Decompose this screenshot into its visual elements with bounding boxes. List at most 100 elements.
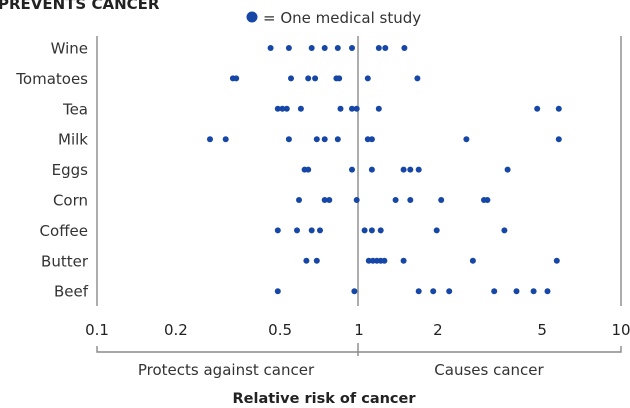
x-tick-label: 10 bbox=[611, 321, 630, 339]
data-point-eggs-4 bbox=[368, 166, 375, 173]
data-point-tea-8 bbox=[375, 105, 382, 112]
data-point-milk-8 bbox=[368, 136, 375, 143]
data-point-eggs-6 bbox=[407, 166, 414, 173]
data-point-tea-10 bbox=[555, 105, 562, 112]
data-point-tea-3 bbox=[283, 105, 290, 112]
data-point-milk-3 bbox=[285, 136, 292, 143]
data-point-coffee-4 bbox=[317, 227, 323, 234]
x-tick-label: 0.2 bbox=[164, 321, 188, 339]
data-point-milk-2 bbox=[222, 136, 229, 143]
data-point-tomatoes-4 bbox=[305, 75, 312, 82]
data-point-milk-1 bbox=[207, 136, 213, 143]
data-point-tea-1 bbox=[274, 105, 281, 112]
data-point-tea-9 bbox=[534, 105, 541, 112]
data-point-corn-9 bbox=[484, 197, 491, 203]
data-point-milk-10 bbox=[555, 136, 562, 143]
data-point-wine-5 bbox=[334, 45, 341, 51]
data-point-corn-7 bbox=[438, 197, 445, 203]
x-tick-label: 1 bbox=[354, 321, 364, 339]
data-point-tomatoes-7 bbox=[336, 75, 343, 82]
data-point-corn-6 bbox=[407, 197, 414, 203]
data-point-tomatoes-5 bbox=[312, 75, 319, 82]
data-point-butter-3 bbox=[365, 257, 372, 264]
region-label-causes: Causes cancer bbox=[434, 361, 544, 379]
data-point-tomatoes-2 bbox=[233, 75, 240, 82]
data-point-corn-2 bbox=[321, 197, 328, 203]
legend-marker bbox=[246, 11, 258, 23]
data-point-wine-4 bbox=[321, 45, 328, 51]
data-point-milk-4 bbox=[313, 136, 320, 143]
data-point-eggs-8 bbox=[504, 166, 511, 173]
data-point-coffee-6 bbox=[368, 227, 375, 234]
data-point-coffee-8 bbox=[433, 227, 440, 234]
data-point-coffee-5 bbox=[361, 227, 368, 234]
data-point-tomatoes-9 bbox=[414, 75, 421, 82]
category-labels: Wine Tomatoes Tea Milk Eggs Corn Coffee Butter B… bbox=[15, 40, 89, 301]
data-point-butter-1 bbox=[303, 257, 310, 264]
legend-label: = One medical study bbox=[263, 9, 421, 27]
x-tick-labels: 0.1 0.2 0.5 1 2 5 10 bbox=[85, 321, 630, 339]
data-point-tea-5 bbox=[337, 105, 344, 112]
x-tick-label: 5 bbox=[537, 321, 547, 339]
data-point-wine-8 bbox=[382, 45, 389, 51]
data-point-eggs-3 bbox=[349, 166, 355, 173]
data-points bbox=[207, 45, 562, 295]
data-point-corn-1 bbox=[296, 197, 302, 203]
data-point-corn-4 bbox=[353, 197, 360, 203]
data-point-tea-4 bbox=[297, 105, 304, 112]
category-label-milk: Milk bbox=[58, 131, 88, 149]
x-tick-label: 0.1 bbox=[85, 321, 109, 339]
data-point-beef-8 bbox=[530, 288, 537, 295]
data-point-eggs-7 bbox=[415, 166, 422, 173]
data-point-beef-6 bbox=[491, 288, 498, 295]
chart-title: PREVENTS CANCER bbox=[0, 0, 160, 13]
x-tick-label: 0.5 bbox=[268, 321, 292, 339]
data-point-milk-6 bbox=[334, 136, 341, 143]
data-point-butter-10 bbox=[553, 257, 560, 264]
data-point-butter-8 bbox=[400, 257, 407, 264]
category-label-corn: Corn bbox=[53, 192, 88, 210]
category-label-tea: Tea bbox=[62, 100, 88, 118]
category-label-butter: Butter bbox=[41, 252, 89, 270]
region-label-protects: Protects against cancer bbox=[138, 361, 315, 379]
x-tick-label: 2 bbox=[433, 321, 443, 339]
data-point-coffee-1 bbox=[274, 227, 281, 234]
category-label-tomatoes: Tomatoes bbox=[15, 70, 88, 88]
data-point-wine-3 bbox=[308, 45, 315, 51]
x-axis-label: Relative risk of cancer bbox=[232, 391, 416, 407]
data-point-butter-7 bbox=[381, 257, 388, 264]
data-point-beef-3 bbox=[415, 288, 422, 295]
data-point-beef-5 bbox=[446, 288, 453, 295]
data-point-beef-7 bbox=[513, 288, 520, 295]
data-point-beef-1 bbox=[274, 288, 281, 295]
data-point-butter-2 bbox=[313, 257, 320, 264]
data-point-tea-6 bbox=[349, 105, 355, 112]
data-point-corn-5 bbox=[392, 197, 399, 203]
data-point-beef-9 bbox=[544, 288, 551, 295]
data-point-eggs-5 bbox=[400, 166, 407, 173]
category-label-wine: Wine bbox=[51, 40, 88, 58]
data-point-wine-9 bbox=[401, 45, 408, 51]
data-point-coffee-7 bbox=[377, 227, 384, 234]
region-brackets: Protects against cancer Causes cancer bbox=[96, 343, 622, 379]
data-point-milk-7 bbox=[364, 136, 371, 143]
data-point-tomatoes-3 bbox=[288, 75, 294, 82]
data-point-tomatoes-8 bbox=[364, 75, 371, 82]
data-point-butter-9 bbox=[469, 257, 476, 264]
data-point-beef-2 bbox=[351, 288, 358, 295]
legend: = One medical study bbox=[246, 9, 421, 27]
category-label-eggs: Eggs bbox=[52, 161, 89, 179]
category-label-beef: Beef bbox=[54, 283, 89, 301]
data-point-wine-7 bbox=[375, 45, 382, 51]
data-point-coffee-2 bbox=[294, 227, 300, 234]
data-point-wine-6 bbox=[349, 45, 355, 51]
data-point-eggs-2 bbox=[305, 166, 312, 173]
data-point-tea-2 bbox=[279, 105, 286, 112]
data-point-corn-3 bbox=[326, 197, 333, 203]
data-point-milk-9 bbox=[463, 136, 470, 143]
data-point-tea-7 bbox=[353, 105, 360, 112]
bracket-line bbox=[96, 346, 622, 353]
data-point-coffee-3 bbox=[308, 227, 315, 234]
data-point-wine-2 bbox=[285, 45, 292, 51]
